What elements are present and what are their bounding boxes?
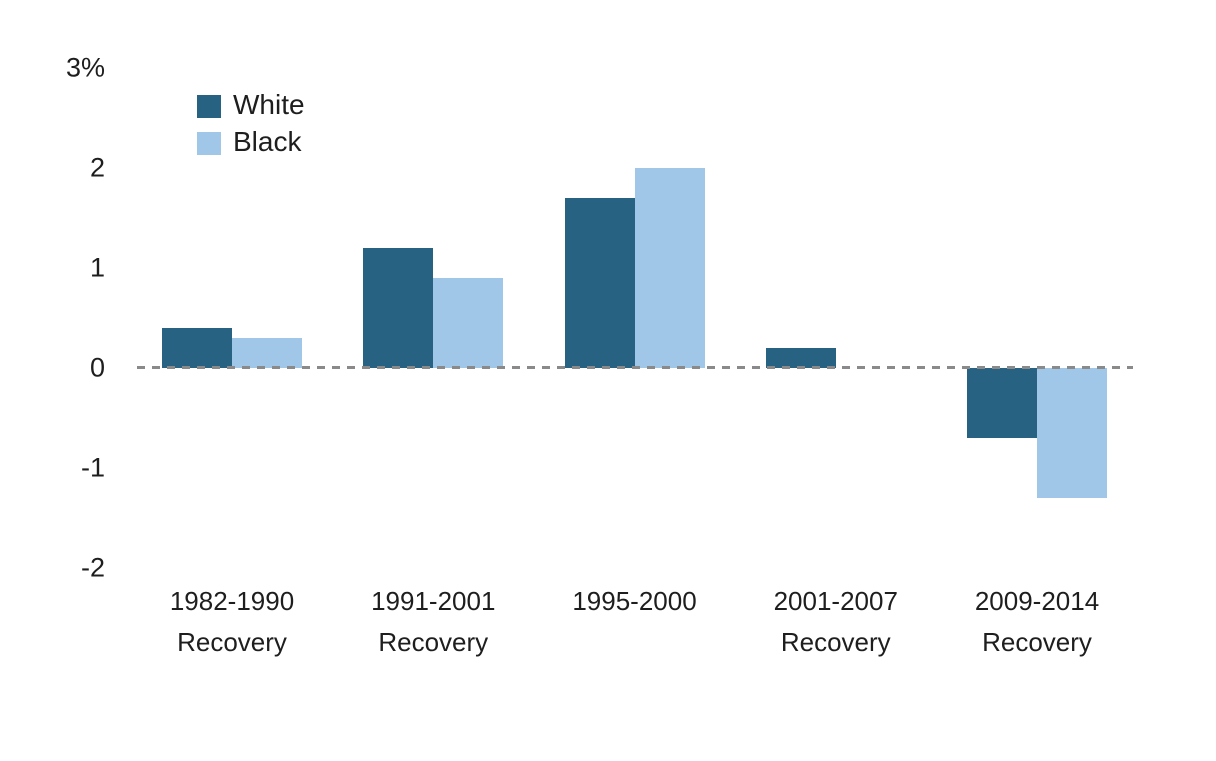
legend-swatch-white bbox=[197, 94, 221, 118]
bar-white-1995-2000 bbox=[565, 198, 635, 368]
y-axis-tick-label: -2 bbox=[80, 552, 105, 583]
x-axis-label-line: Recovery bbox=[982, 627, 1092, 657]
x-axis-category-label: 2001-2007 Recovery bbox=[774, 581, 898, 663]
x-axis-label-line: Recovery bbox=[177, 627, 287, 657]
x-axis-label-line: Recovery bbox=[378, 627, 489, 657]
x-axis-label-line: 2001-2007 bbox=[773, 586, 898, 616]
y-axis-tick-label: -1 bbox=[80, 452, 105, 483]
y-axis-tick-label: 1 bbox=[89, 252, 105, 283]
bar-black-1991-2001 bbox=[433, 278, 503, 368]
legend-swatch-black bbox=[197, 131, 221, 155]
x-axis-category-label: 1995-2000 bbox=[572, 581, 696, 622]
bar-white-2001-2007 bbox=[766, 348, 836, 368]
y-axis-tick-label: 2 bbox=[89, 152, 105, 183]
bar-black-1982-1990 bbox=[232, 338, 302, 368]
bar-white-2009-2014 bbox=[967, 368, 1037, 438]
legend-item-white: White bbox=[197, 89, 305, 120]
bar-white-1991-2001 bbox=[363, 248, 433, 368]
x-axis-category-label: 2009-2014 Recovery bbox=[975, 581, 1099, 663]
x-axis-category-label: 1982-1990 Recovery bbox=[170, 581, 294, 663]
x-axis-category-label: 1991-2001 Recovery bbox=[371, 581, 495, 663]
x-axis-label-line: 1995-2000 bbox=[572, 586, 697, 616]
legend: White Black bbox=[197, 89, 305, 167]
legend-label: White bbox=[233, 89, 305, 120]
x-axis-label-line: Recovery bbox=[780, 627, 891, 657]
y-axis-tick-label: 3% bbox=[65, 52, 105, 83]
legend-item-black: Black bbox=[197, 126, 305, 157]
legend-label: Black bbox=[233, 126, 302, 157]
x-axis-label-line: 2009-2014 bbox=[974, 586, 1100, 616]
y-axis-tick-label: 0 bbox=[89, 352, 105, 383]
bar-black-1995-2000 bbox=[635, 168, 705, 368]
bar-black-2009-2014 bbox=[1037, 368, 1107, 498]
x-axis-label-line: 1991-2001 bbox=[371, 586, 496, 616]
zero-baseline-dashed-line bbox=[137, 366, 1133, 369]
bar-white-1982-1990 bbox=[162, 328, 232, 368]
x-axis-label-line: 1982-1990 bbox=[169, 586, 295, 616]
